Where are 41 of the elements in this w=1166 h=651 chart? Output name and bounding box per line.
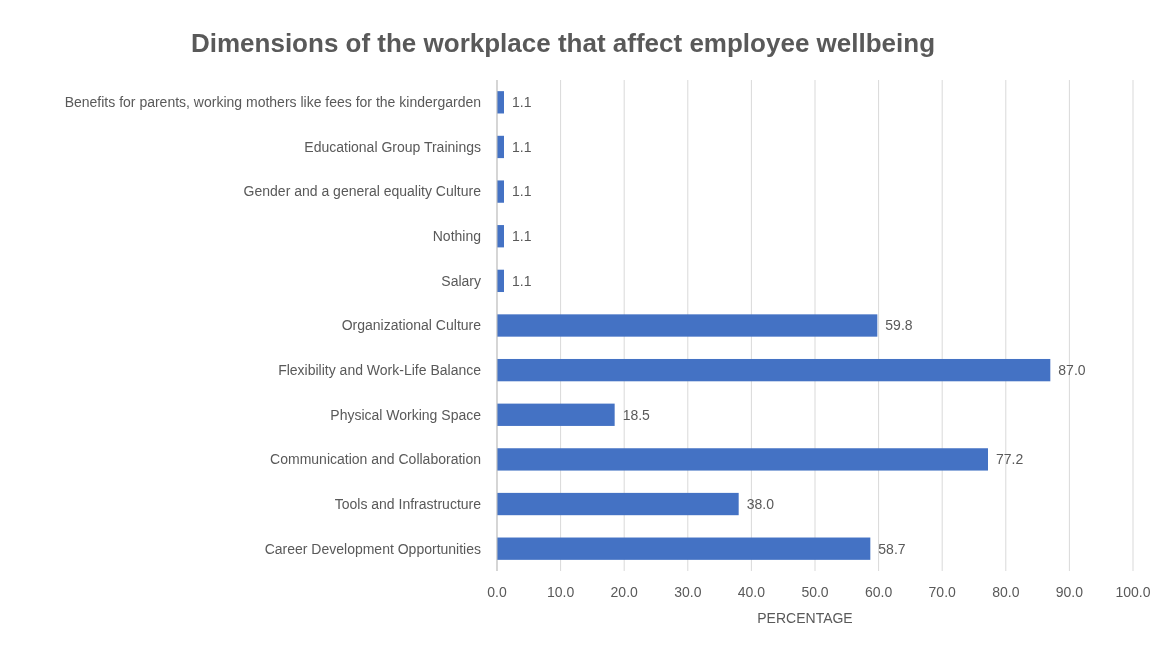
data-label: 18.5 <box>622 406 651 423</box>
x-tick-label: 50.0 <box>801 584 829 600</box>
x-tick-label: 60.0 <box>864 584 893 600</box>
data-label: 1.1 <box>512 138 532 155</box>
bar <box>497 403 615 426</box>
chart-title: Dimensions of the workplace that affect employee wellbeing <box>190 28 936 58</box>
data-label: 87.0 <box>1058 362 1086 379</box>
y-tick-label: Educational Group Trainings <box>304 138 481 155</box>
y-tick-label: Physical Working Space <box>330 406 482 423</box>
x-tick-label: 10.0 <box>546 584 575 600</box>
data-label: 58.7 <box>878 540 906 557</box>
data-label: 59.8 <box>885 317 913 334</box>
data-label: 77.2 <box>995 451 1024 468</box>
x-axis-title: PERCENTAGE <box>757 610 853 626</box>
y-tick-label: Salary <box>441 272 481 289</box>
y-tick-label: Organizational Culture <box>341 317 482 334</box>
y-tick-label: Communication and Collaboration <box>270 451 481 468</box>
x-tick-label: 100.0 <box>1115 584 1151 600</box>
x-tick-label: 30.0 <box>674 584 702 600</box>
x-tick-label: 80.0 <box>992 584 1020 600</box>
x-tick-label: 70.0 <box>928 584 957 600</box>
y-tick-label: Flexibility and Work-Life Balance <box>278 362 482 379</box>
x-tick-label: 90.0 <box>1055 584 1084 600</box>
bar <box>497 492 739 516</box>
bar <box>497 448 988 471</box>
x-tick-label: 0.0 <box>487 584 507 600</box>
data-label: 1.1 <box>512 183 532 200</box>
bar <box>497 314 878 337</box>
data-label: 38.0 <box>746 495 775 512</box>
y-tick-label: Benefits for parents, working mothers like fees for the kindergarden <box>64 94 481 111</box>
data-label: 1.1 <box>512 272 532 289</box>
y-tick-label: Nothing <box>432 228 481 245</box>
y-tick-label: Career Development Opportunities <box>264 540 481 557</box>
x-tick-label: 40.0 <box>737 584 766 600</box>
x-tick-label: 20.0 <box>610 584 639 600</box>
bar <box>497 537 871 560</box>
bar <box>497 358 1051 382</box>
data-label: 1.1 <box>512 94 532 111</box>
y-tick-label: Tools and Infrastructure <box>334 495 482 512</box>
y-tick-label: Gender and a general equality Culture <box>243 183 482 200</box>
data-label: 1.1 <box>512 228 532 245</box>
